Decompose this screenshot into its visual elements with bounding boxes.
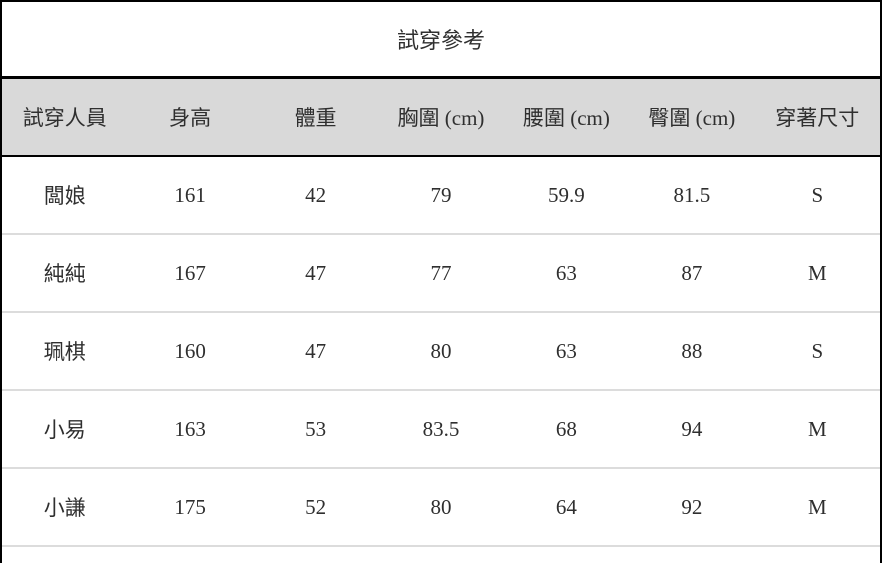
cell-person: 珮棋: [43, 340, 86, 364]
cell-weight: 47: [305, 338, 327, 363]
table-row: 小謙 175 52 80 64 92 M: [2, 469, 880, 547]
table-row: 小易 163 53 83.5 68 94 M: [2, 391, 880, 469]
table-row: 闆娘 161 42 79 59.9 81.5 S: [2, 157, 880, 235]
table-title-row: 試穿參考: [2, 2, 880, 79]
column-header-waist: 腰圍 (cm): [522, 106, 610, 130]
table-row: 珮棋 160 47 80 63 88 S: [2, 313, 880, 391]
cell-size: S: [811, 182, 824, 207]
cell-size: M: [807, 416, 827, 441]
cell-person: 純純: [43, 262, 86, 286]
cell-waist: 64: [555, 494, 577, 519]
cell-waist: 68: [555, 416, 577, 441]
cell-height: 161: [174, 182, 206, 207]
cell-waist: 63: [555, 338, 577, 363]
cell-weight: 52: [305, 494, 327, 519]
cell-person: 闆娘: [43, 184, 86, 208]
cell-chest: 79: [430, 182, 452, 207]
cell-weight: 47: [305, 260, 327, 285]
cell-height: 163: [174, 416, 206, 441]
cell-hip: 92: [681, 494, 703, 519]
table-row: 純純 167 47 77 63 87 M: [2, 235, 880, 313]
cell-hip: 87: [681, 260, 703, 285]
cell-height: 160: [174, 338, 206, 363]
cell-size: M: [807, 260, 827, 285]
column-header-hip: 臀圍 (cm): [648, 106, 736, 130]
cell-waist: 59.9: [548, 182, 585, 207]
table-title: 試穿參考: [396, 28, 485, 53]
cell-hip: 88: [681, 338, 703, 363]
cell-height: 175: [174, 494, 206, 519]
cell-hip: 94: [681, 416, 703, 441]
column-header-height: 身高: [169, 106, 212, 130]
table-header-row: 試穿人員 身高 體重 胸圍 (cm) 腰圍 (cm) 臀圍 (cm) 穿著尺寸: [2, 79, 880, 157]
column-header-size-worn: 穿著尺寸: [775, 106, 860, 130]
cell-size: M: [807, 494, 827, 519]
cell-chest: 77: [430, 260, 452, 285]
column-header-chest: 胸圍 (cm): [397, 106, 485, 130]
cell-size: S: [811, 338, 824, 363]
cell-weight: 53: [305, 416, 327, 441]
cell-height: 167: [174, 260, 206, 285]
cell-person: 小謙: [43, 496, 86, 520]
cell-chest: 83.5: [422, 416, 460, 441]
cell-waist: 63: [555, 260, 577, 285]
cell-weight: 42: [305, 182, 327, 207]
cell-chest: 80: [430, 494, 452, 519]
column-header-person: 試穿人員: [22, 106, 107, 130]
cell-person: 小易: [43, 418, 86, 442]
cell-chest: 80: [430, 338, 452, 363]
column-header-weight: 體重: [294, 106, 337, 130]
cell-hip: 81.5: [673, 182, 711, 207]
